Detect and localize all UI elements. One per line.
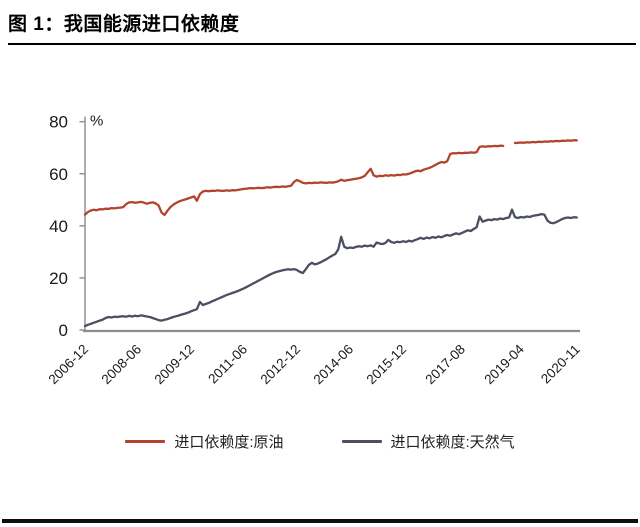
legend-item-natural-gas: 进口依赖度:天然气: [341, 431, 515, 452]
natural-gas-line-swatch: [341, 440, 382, 443]
y-axis-tick-label: 60: [49, 165, 68, 184]
bottom-border-rule: [2, 519, 638, 523]
x-axis-tick-label: 2015-12: [364, 342, 410, 388]
x-axis-tick-label: 2008-06: [98, 342, 144, 388]
natural-gas-legend-label: 进口依赖度:天然气: [390, 434, 515, 451]
crude-oil-legend-label: 进口依赖度:原油: [174, 434, 284, 451]
crude-oil-line-swatch: [125, 440, 166, 443]
x-axis-tick-label: 2020-11: [538, 342, 583, 387]
natural-gas-line: [83, 208, 578, 328]
y-axis-tick-label: 20: [49, 269, 68, 288]
y-axis-unit-label: %: [90, 113, 103, 130]
title-underline-rule: [8, 43, 636, 45]
x-axis-tick-label: 2009-12: [151, 342, 197, 388]
x-axis-tick-label: 2017-08: [422, 342, 468, 388]
y-axis-tick-label: 0: [59, 321, 68, 340]
y-axis-tick-label: 40: [49, 217, 68, 236]
x-axis-tick-label: 2019-04: [481, 341, 527, 387]
chart-title: 图 1：我国能源进口依赖度: [8, 14, 240, 35]
chart-legend: 进口依赖度:原油 进口依赖度:天然气: [0, 431, 640, 452]
y-axis-tick-label: 80: [49, 113, 68, 132]
legend-item-crude-oil: 进口依赖度:原油: [125, 431, 284, 452]
x-axis-tick-label: 2011-06: [205, 342, 250, 387]
crude-oil-line: [83, 139, 578, 217]
x-axis-tick-label: 2012-12: [258, 342, 304, 388]
x-axis-tick-label: 2006-12: [45, 342, 91, 388]
x-axis-tick-label: 2014-06: [311, 342, 357, 388]
